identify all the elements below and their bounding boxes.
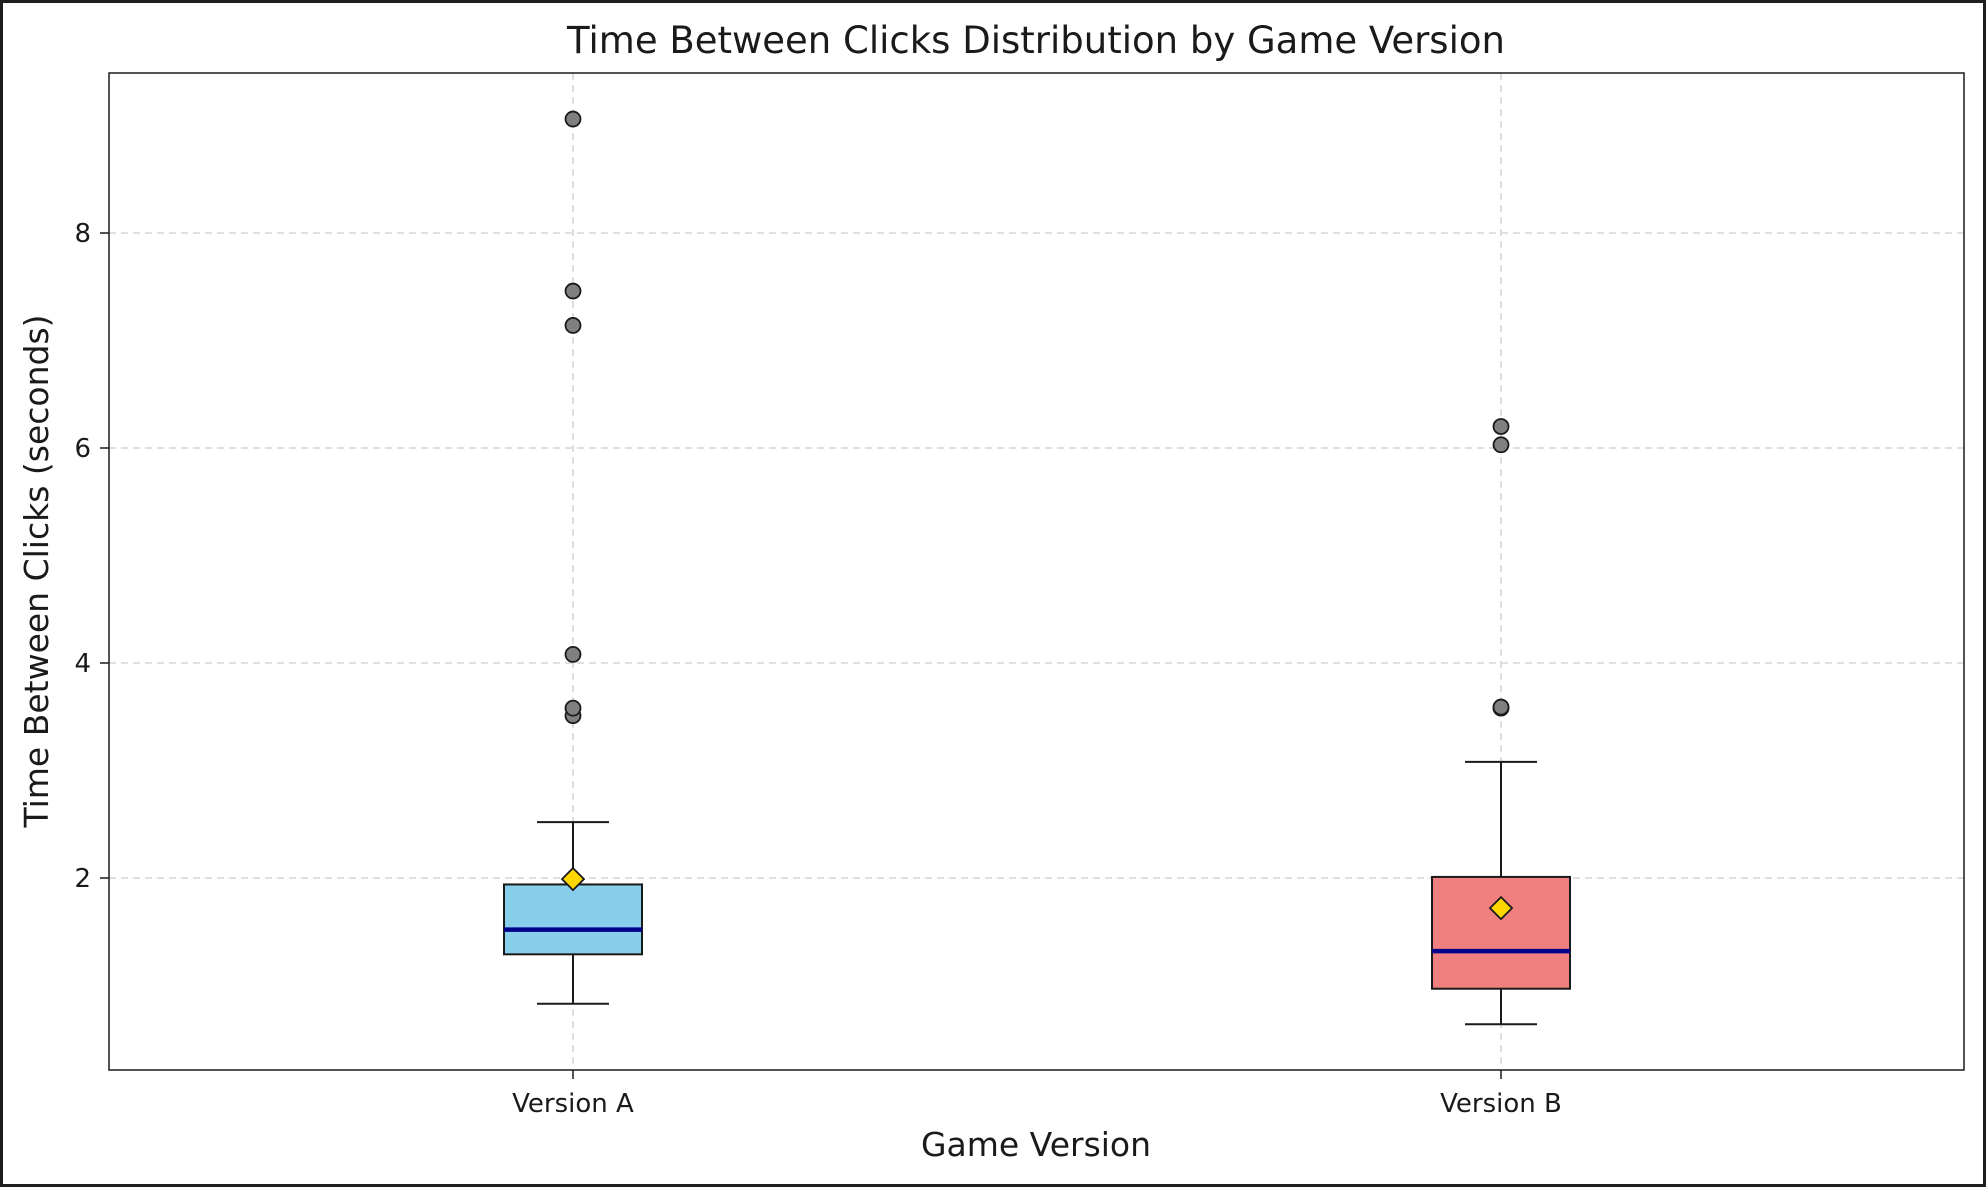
outlier-point	[1492, 418, 1510, 435]
iqr-box	[503, 883, 643, 956]
outlier-point	[1492, 436, 1510, 454]
y-tick-label: 8	[74, 219, 91, 249]
mean-marker	[560, 866, 586, 892]
x-tick-label: Version B	[1440, 1089, 1562, 1119]
iqr-box	[1431, 875, 1571, 990]
axis-layer: 2 4 6 8 Version A Version B	[74, 219, 1561, 1119]
x-axis-label: Game Version	[921, 1125, 1151, 1164]
outlier-point	[564, 699, 582, 717]
plot-area-border	[108, 72, 1965, 1071]
y-tick-label: 2	[74, 864, 91, 894]
y-tick-label: 4	[74, 649, 91, 679]
box-layer	[503, 110, 1571, 1026]
box-group	[1431, 418, 1571, 1026]
y-axis-label: Time Between Clicks (seconds)	[17, 314, 56, 828]
outlier-point	[564, 646, 582, 663]
box-group	[503, 110, 643, 1005]
outlier-point	[1492, 698, 1510, 716]
y-tick-label: 6	[74, 434, 91, 464]
outlier-point	[564, 110, 582, 128]
box-plot-chart: 2 4 6 8 Version A Version B Time Between Clic…	[17, 19, 1965, 1164]
outlier-point	[564, 317, 582, 334]
grid-lines	[109, 73, 1964, 1070]
outlier-point	[564, 282, 582, 300]
x-tick-label: Version A	[512, 1089, 634, 1119]
mean-marker	[1488, 895, 1514, 921]
chart-title: Time Between Clicks Distribution by Game…	[566, 19, 1505, 62]
